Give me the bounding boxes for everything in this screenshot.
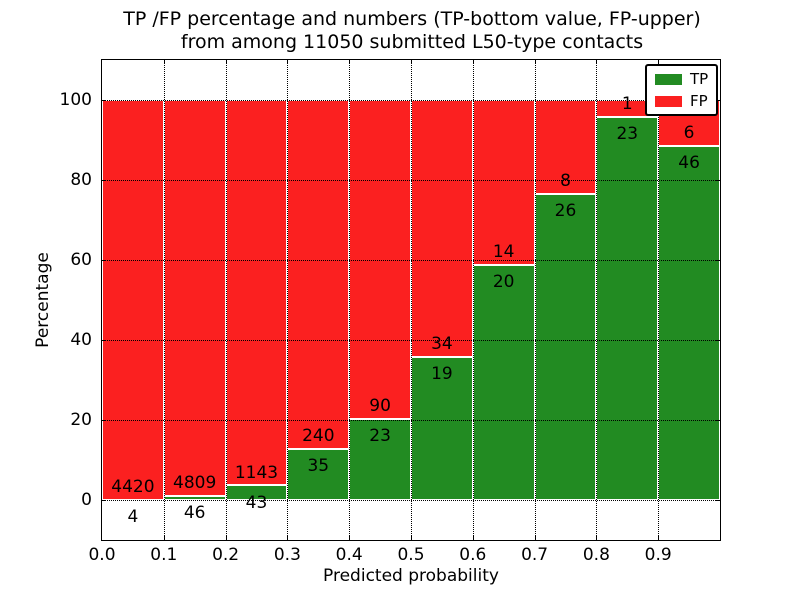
tp-count-label: 23 — [369, 425, 391, 446]
x-tick-mark — [225, 60, 227, 64]
x-tick-mark — [349, 60, 351, 64]
x-tick-label: 0.2 — [212, 545, 240, 565]
bar-segment-tp — [534, 194, 597, 500]
bar-segment-tp — [658, 146, 720, 500]
fp-legend-label: FP — [690, 92, 708, 110]
x-tick-mark — [411, 60, 412, 64]
x-tick-label: 0.6 — [459, 545, 487, 565]
x-tick-mark — [596, 60, 598, 64]
tp-legend-swatch — [655, 73, 682, 85]
y-tick-mark — [716, 500, 720, 501]
x-tick-mark — [225, 536, 227, 540]
v-gridline — [658, 60, 660, 540]
x-tick-label: 0.8 — [582, 545, 610, 565]
x-tick-mark — [534, 60, 536, 64]
v-gridline — [349, 60, 351, 540]
fp-count-label: 8 — [560, 171, 571, 192]
bar-segment-fp — [163, 100, 226, 497]
v-gridline — [596, 60, 598, 540]
x-tick-mark — [472, 536, 474, 540]
legend-item-fp: FP — [655, 93, 708, 109]
fp-count-label: 34 — [431, 333, 453, 354]
fp-count-label: 1 — [621, 93, 633, 114]
bar-segment-fp — [411, 100, 473, 357]
x-axis-label: Predicted probability — [323, 566, 499, 586]
fp-count-label: 14 — [492, 241, 515, 262]
x-tick-label: 0.7 — [521, 545, 549, 565]
x-tick-mark — [596, 536, 598, 540]
y-tick-mark — [102, 500, 106, 501]
v-gridline — [411, 60, 412, 540]
bar-segment-fp — [102, 100, 164, 500]
y-tick-label: 40 — [70, 330, 92, 350]
x-tick-mark — [658, 60, 660, 64]
x-tick-mark — [534, 536, 536, 540]
y-tick-mark — [102, 100, 106, 101]
tp-count-label: 46 — [678, 153, 700, 174]
y-tick-label: 20 — [70, 410, 92, 430]
tp-count-label: 20 — [492, 271, 515, 292]
x-tick-label: 0.1 — [150, 545, 178, 565]
fp-count-label: 1143 — [234, 462, 279, 483]
x-tick-mark — [287, 60, 289, 64]
x-tick-mark — [163, 536, 165, 540]
y-tick-mark — [102, 420, 106, 421]
v-gridline — [225, 60, 227, 540]
bar-segment-fp — [225, 100, 288, 486]
chart-title-line1: TP /FP percentage and numbers (TP-bottom… — [123, 8, 701, 30]
y-tick-mark — [716, 340, 720, 341]
tp-count-label: 26 — [554, 201, 577, 222]
x-tick-label: 0.3 — [273, 545, 301, 565]
x-tick-label: 0.5 — [397, 545, 425, 565]
fp-count-label: 4809 — [173, 473, 217, 494]
bar-segment-tp — [596, 116, 659, 500]
fp-count-label: 240 — [302, 426, 335, 447]
x-tick-label: 0.9 — [644, 545, 672, 565]
fp-count-label: 90 — [369, 395, 391, 416]
tp-legend-label: TP — [690, 70, 709, 88]
y-tick-mark — [102, 180, 106, 181]
tp-count-label: 35 — [307, 456, 330, 477]
v-gridline — [163, 60, 165, 540]
y-tick-label: 80 — [70, 170, 92, 190]
x-tick-mark — [287, 536, 289, 540]
fp-legend-swatch — [655, 95, 682, 107]
v-gridline — [534, 60, 536, 540]
legend: TP FP — [645, 64, 719, 116]
tp-count-label: 4 — [127, 506, 139, 527]
v-gridline — [472, 60, 474, 540]
y-tick-mark — [716, 420, 720, 421]
legend-item-tp: TP — [655, 71, 708, 87]
bar-segment-tp — [411, 356, 473, 500]
tp-count-label: 19 — [431, 363, 453, 384]
x-tick-label: 0.4 — [335, 545, 363, 565]
y-tick-mark — [102, 340, 106, 341]
bar-segment-tp — [287, 449, 350, 500]
y-tick-label: 60 — [70, 250, 92, 270]
y-tick-mark — [716, 260, 720, 261]
bar-segment-fp — [349, 100, 411, 419]
tp-count-label: 46 — [183, 503, 206, 524]
plot-area: 4420 4 4809 46 1143 43 240 35 90 23 34 19 14 20 8 26 1 23… — [101, 59, 721, 541]
bar-segment-tp — [349, 418, 411, 500]
y-tick-mark — [102, 260, 106, 261]
fp-count-label: 4420 — [111, 476, 155, 497]
x-tick-label: 0.0 — [88, 545, 116, 565]
bar-segment-tp — [472, 264, 535, 500]
y-tick-mark — [716, 180, 720, 181]
chart-title: TP /FP percentage and numbers (TP-bottom… — [12, 8, 800, 54]
v-gridline — [287, 60, 289, 540]
x-tick-mark — [472, 60, 474, 64]
tp-count-label: 23 — [616, 123, 639, 144]
x-tick-mark — [658, 536, 660, 540]
chart-title-line2: from among 11050 submitted L50-type cont… — [180, 31, 644, 53]
tp-count-label: 43 — [245, 492, 268, 513]
x-tick-mark — [349, 536, 351, 540]
y-tick-label: 0 — [81, 490, 92, 510]
x-tick-mark — [411, 536, 412, 540]
x-tick-mark — [163, 60, 165, 64]
fp-count-label: 6 — [683, 123, 695, 144]
y-tick-label: 100 — [59, 90, 92, 110]
